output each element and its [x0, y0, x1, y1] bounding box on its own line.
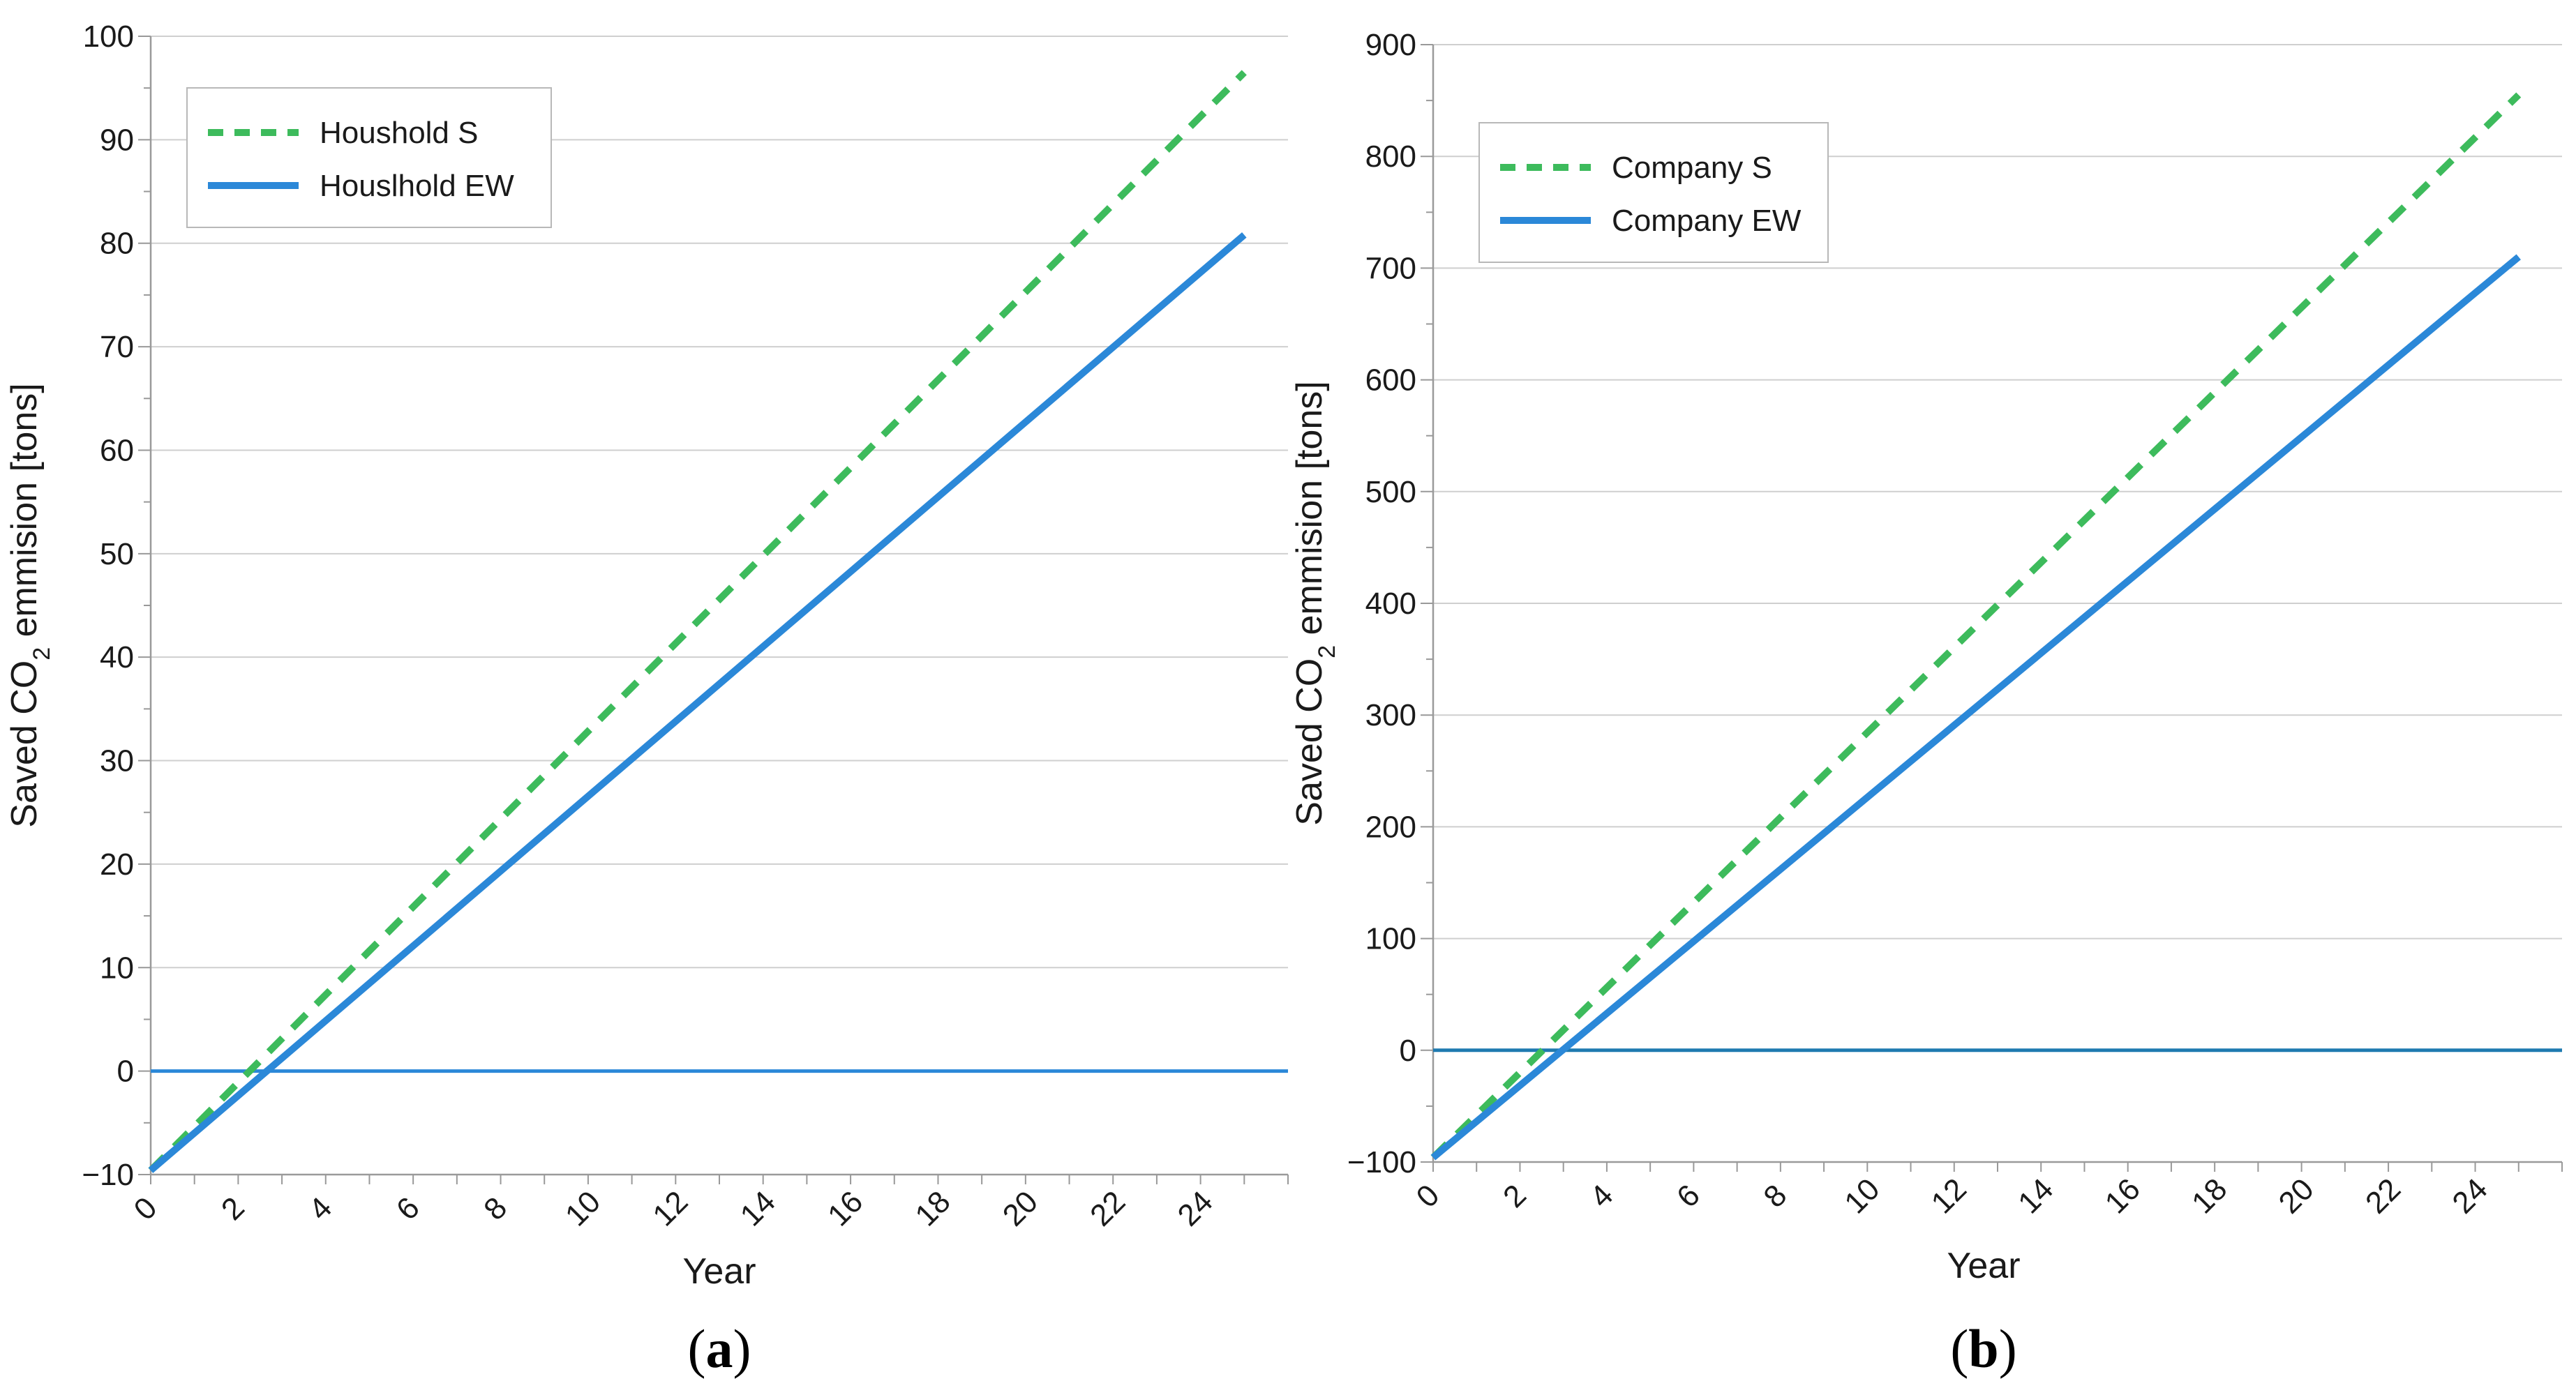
y-tick-label: 900: [1365, 28, 1416, 62]
y-tick-label: 90: [100, 123, 134, 157]
x-tick-label: 10: [559, 1184, 607, 1232]
series-line-company-s: [1430, 92, 2522, 1161]
y-tick-label: −100: [1347, 1145, 1416, 1179]
y-tick-label: 700: [1365, 251, 1416, 285]
x-tick-label: 4: [1584, 1178, 1620, 1214]
x-tick-label: 0: [128, 1191, 164, 1227]
y-axis-title-part: Saved CO: [1289, 658, 1330, 826]
y-axis-title-subscript: 2: [1314, 645, 1340, 658]
x-tick-label: 8: [1757, 1178, 1793, 1214]
y-tick-label: 800: [1365, 139, 1416, 174]
y-axis-title-part: Saved CO: [4, 661, 45, 828]
y-tick-label: 50: [100, 537, 134, 571]
panel-label-close: ): [1999, 1318, 2017, 1379]
y-tick-label: 20: [100, 847, 134, 882]
y-tick-label: 500: [1365, 475, 1416, 509]
legend-label: Company EW: [1612, 204, 1802, 238]
x-tick-label: 22: [2359, 1172, 2407, 1220]
x-tick-label: 2: [215, 1191, 251, 1227]
series-line-houslhold-ew: [148, 232, 1247, 1173]
panel-label: (b): [1950, 1318, 2016, 1379]
y-tick-label: 40: [100, 640, 134, 674]
panel-label-open: (: [688, 1318, 706, 1379]
x-tick-label: 24: [1171, 1184, 1220, 1232]
y-tick-label: 10: [100, 951, 134, 985]
y-tick-label: 300: [1365, 698, 1416, 732]
y-tick-label: 100: [1365, 922, 1416, 956]
x-tick-label: 22: [1084, 1184, 1132, 1232]
x-tick-label: 12: [1925, 1172, 1973, 1220]
panel-label: (a): [688, 1318, 751, 1379]
legend-label: Houshold S: [320, 116, 478, 150]
x-tick-label: 18: [908, 1184, 957, 1232]
x-tick-label: 0: [1410, 1178, 1446, 1214]
series-line-company-ew: [1430, 254, 2521, 1161]
x-tick-label: 12: [646, 1184, 694, 1232]
x-tick-label: 6: [390, 1191, 426, 1227]
y-tick-label: 200: [1365, 810, 1416, 844]
y-axis-title: Saved CO2 emmision [tons]: [4, 383, 55, 827]
y-tick-label: 100: [83, 20, 134, 54]
y-tick-label: −10: [82, 1158, 134, 1192]
x-tick-label: 16: [2099, 1172, 2147, 1220]
panel-label-letter: a: [706, 1318, 733, 1379]
y-tick-label: 70: [100, 330, 134, 364]
legend-box: [1478, 122, 1829, 263]
y-axis-title: Saved CO2 emmision [tons]: [1289, 381, 1340, 825]
x-tick-label: 2: [1497, 1178, 1533, 1214]
y-tick-label: 80: [100, 227, 134, 261]
x-tick-label: 16: [821, 1184, 869, 1232]
legend-label: Company S: [1612, 151, 1772, 185]
y-axis-title-subscript: 2: [29, 647, 55, 661]
x-tick-label: 8: [477, 1191, 514, 1227]
y-tick-label: 400: [1365, 587, 1416, 621]
x-tick-label: 6: [1670, 1178, 1707, 1214]
panel-label-open: (: [1950, 1318, 1968, 1379]
y-tick-label: 0: [1400, 1034, 1416, 1068]
y-axis-title-part: emmision [tons]: [4, 383, 45, 647]
x-axis-title: Year: [682, 1251, 756, 1292]
y-tick-label: 30: [100, 744, 134, 778]
x-tick-label: 4: [302, 1191, 338, 1227]
y-tick-label: 60: [100, 433, 134, 467]
legend: Houshold S Houslhold EW: [186, 87, 552, 228]
legend: Company S Company EW: [1478, 122, 1829, 263]
panel-label-letter: b: [1968, 1318, 1998, 1379]
x-tick-label: 14: [2012, 1172, 2060, 1220]
x-tick-label: 20: [2272, 1172, 2321, 1220]
x-tick-label: 10: [1838, 1172, 1886, 1220]
x-tick-label: 24: [2446, 1172, 2494, 1220]
series-line-houshold-s: [148, 70, 1247, 1173]
x-tick-label: 20: [996, 1184, 1044, 1232]
legend-box: [186, 87, 552, 228]
y-tick-label: 0: [117, 1055, 134, 1089]
panel-label-close: ): [733, 1318, 751, 1379]
x-tick-label: 14: [734, 1184, 782, 1232]
x-axis-title: Year: [1947, 1246, 2020, 1286]
x-tick-label: 18: [2185, 1172, 2233, 1220]
y-axis-title-part: emmision [tons]: [1289, 381, 1330, 645]
legend-label: Houslhold EW: [320, 169, 514, 203]
y-tick-label: 600: [1365, 363, 1416, 398]
